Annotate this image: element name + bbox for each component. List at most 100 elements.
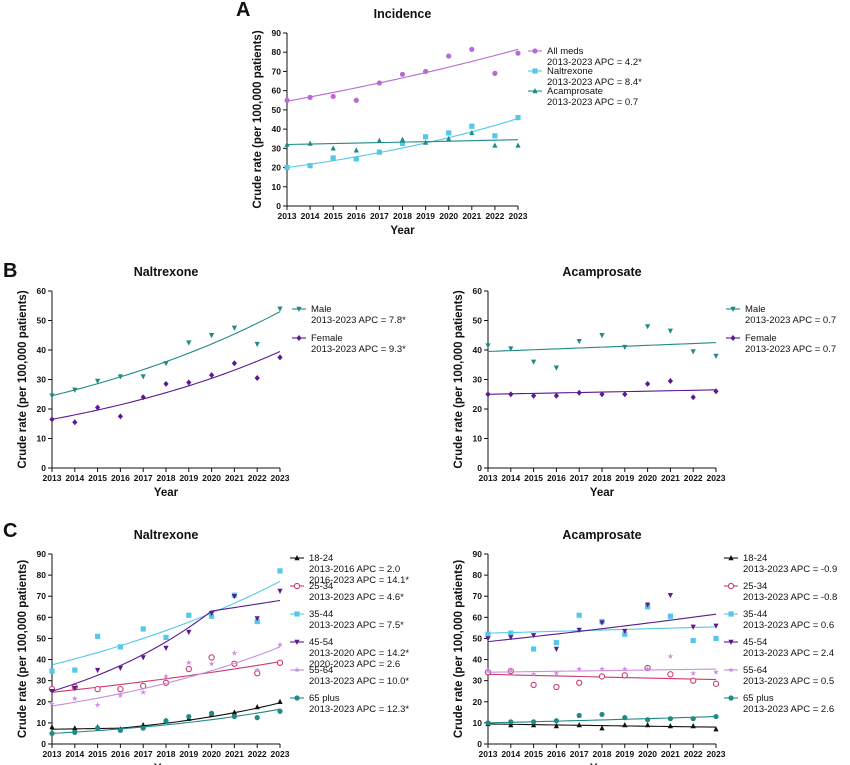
y-tick-label: 10: [473, 434, 483, 444]
data-point: [423, 139, 429, 145]
data-point: [209, 613, 215, 619]
y-tick-label: 0: [477, 739, 482, 749]
data-point: [140, 374, 146, 380]
y-tick-label: 30: [473, 676, 483, 686]
trend-line: [487, 613, 717, 643]
x-tick-label: 2013: [43, 473, 62, 483]
data-point: [140, 394, 146, 401]
y-tick-label: 0: [41, 463, 46, 473]
chart-b-right: Acamprosate 0 10 20 30 40 50 60 2013 2014 2015 2016…: [453, 265, 836, 499]
y-tick-label: 40: [473, 655, 483, 665]
x-tick-label: 2017: [370, 211, 389, 221]
y-tick-label: 0: [276, 201, 281, 211]
data-point: [713, 635, 719, 642]
x-tick-label: 2013: [43, 749, 62, 759]
chart-a: Incidence 0 10 20 30 40 50 60 70 80 90 2013 2014 2015…: [252, 7, 642, 237]
x-axis-label: Year: [154, 763, 179, 765]
data-point: [485, 631, 491, 637]
data-point: [140, 626, 146, 632]
legend-marker: [730, 335, 736, 341]
legend-label: 25-34: [309, 581, 333, 592]
x-tick-label: 2017: [134, 749, 153, 759]
legend-label: 55-64: [743, 665, 767, 676]
legend-apc: 2013-2023 APC = -0.9: [743, 564, 837, 575]
data-point: [117, 644, 123, 650]
data-point: [163, 718, 169, 724]
legend-apc: 2013-2023 APC = 10.0*: [309, 676, 409, 687]
trend-line: [487, 668, 717, 673]
data-point: [162, 673, 170, 680]
data-point: [72, 667, 78, 673]
data-point: [576, 665, 583, 672]
x-tick-label: 2014: [65, 473, 84, 483]
legend-label: 45-54: [743, 637, 767, 648]
data-point: [163, 645, 169, 651]
series-55-64: [484, 653, 720, 677]
x-tick-label: 2013: [479, 749, 498, 759]
legend-marker: [532, 48, 538, 54]
data-point: [713, 726, 719, 732]
x-tick-label: 2018: [157, 749, 176, 759]
data-point: [508, 346, 514, 352]
data-point: [95, 404, 101, 411]
y-tick-label: 20: [473, 404, 483, 414]
series-male: [49, 306, 283, 399]
legend-marker: [294, 611, 300, 617]
data-point: [209, 610, 215, 617]
data-point: [254, 618, 260, 625]
x-tick-label: 2016: [111, 749, 130, 759]
data-point: [277, 306, 283, 312]
x-tick-label: 2016: [111, 473, 130, 483]
x-tick-label: 2023: [509, 211, 528, 221]
data-point: [71, 695, 78, 702]
data-point: [72, 419, 78, 426]
data-point: [644, 665, 651, 672]
x-axis-label: Year: [590, 763, 615, 765]
x-tick-label: 2015: [524, 473, 543, 483]
y-axis-label: Crude rate (per 100,000 patients): [453, 560, 465, 738]
x-tick-label: 2013: [479, 473, 498, 483]
data-point: [576, 712, 582, 719]
series-naltrexone: [284, 114, 521, 171]
legend-label: 55-64: [309, 665, 333, 676]
legend-marker: [296, 306, 302, 312]
data-point: [140, 655, 146, 661]
legend-label: Female: [745, 333, 777, 344]
x-tick-label: 2018: [157, 473, 176, 483]
y-tick-label: 90: [473, 549, 483, 559]
series-45-54: [49, 588, 283, 695]
data-point: [186, 379, 192, 386]
data-point: [95, 378, 101, 384]
data-point: [576, 722, 582, 728]
data-point: [95, 633, 101, 639]
data-point: [690, 637, 696, 644]
y-tick-label: 50: [473, 633, 483, 643]
data-point: [667, 716, 674, 722]
y-tick-label: 30: [37, 676, 47, 686]
data-point: [423, 134, 429, 140]
data-point: [117, 374, 123, 380]
y-axis-label: Crude rate (per 100,000 patients): [252, 30, 264, 208]
data-point: [95, 725, 101, 731]
data-point: [208, 654, 215, 661]
data-point: [208, 660, 215, 667]
y-tick-label: 10: [37, 434, 47, 444]
data-point: [186, 612, 192, 618]
legend-label: Male: [745, 304, 766, 315]
x-tick-label: 2017: [570, 749, 589, 759]
x-tick-label: 2019: [179, 473, 198, 483]
y-tick-label: 60: [37, 612, 47, 622]
series-25-34: [484, 664, 720, 691]
y-tick-label: 60: [37, 286, 47, 296]
trend-line: [51, 350, 281, 420]
x-tick-label: 2017: [134, 473, 153, 483]
x-tick-label: 2019: [615, 473, 634, 483]
data-point: [713, 388, 719, 395]
